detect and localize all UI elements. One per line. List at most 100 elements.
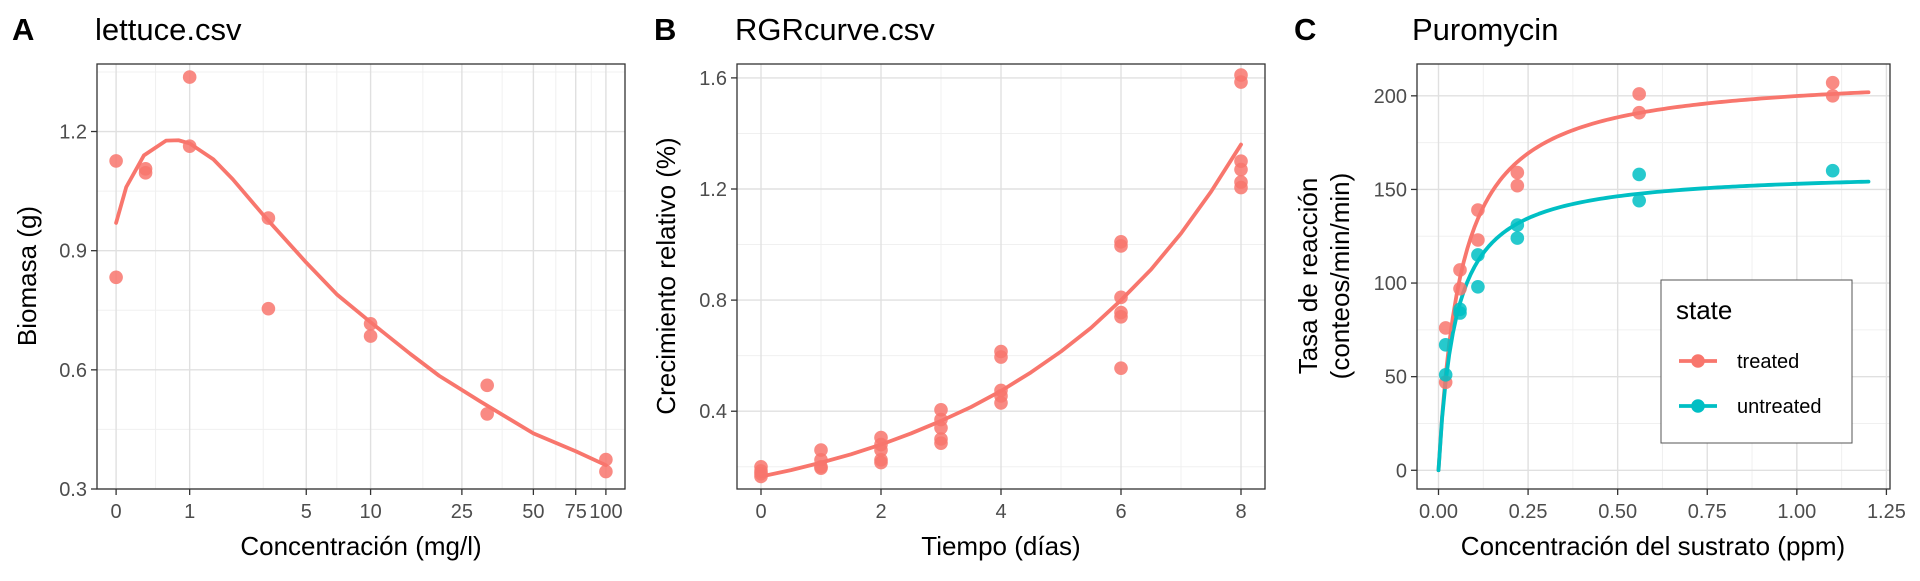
data-point [1825,163,1840,178]
data-point [1114,290,1128,305]
panel-a: A lettuce.csv 0 1 5 10 25 50 75 100 0.3 0.6 0.9 1.… [12,12,626,561]
data-point [1510,178,1525,193]
y-tick-label: 0 [1396,460,1407,482]
fit-curve [114,138,608,468]
data-point [1510,165,1525,180]
x-tick-label: 0 [111,501,122,523]
x-tick-label: 75 [565,501,587,523]
panel-b-grid [737,64,1265,489]
data-point [363,329,378,343]
panel-b-points [754,68,1248,484]
data-point [261,211,276,225]
panel-b-x-axis-title: Tiempo (días) [921,531,1080,561]
x-tick-label: 0.50 [1598,501,1637,523]
y-tick-label: 0.4 [699,401,727,423]
panel-c-border [1416,63,1891,490]
data-point [1471,233,1485,247]
data-point [1825,75,1840,90]
data-point [1438,338,1453,352]
panel-a-fit-curve [114,138,608,468]
panel-tag-c: C [1294,12,1316,47]
x-tick-label: 0.00 [1419,501,1458,523]
x-tick-label: 4 [995,501,1006,523]
panel-c-title: Puromycin [1412,12,1558,47]
data-point [1438,321,1453,335]
panel-c-fit-curves [1436,90,1871,473]
x-tick-label: 0.25 [1509,501,1548,523]
panel-c-x-ticks: 0.00 0.25 0.50 0.75 1.00 1.25 [1419,489,1906,523]
data-point [934,403,948,417]
data-point [1453,263,1467,277]
panel-a-x-axis-title: Concentración (mg/l) [240,531,481,561]
data-point [480,378,494,393]
data-point [1114,309,1128,324]
x-tick-label: 8 [1235,501,1246,523]
y-tick-label: 1.6 [699,68,727,90]
data-point [1438,367,1453,382]
x-tick-label: 50 [522,501,544,523]
panel-b-y-axis-title: Crecimiento relativo (%) [651,137,681,414]
panel-a-title: lettuce.csv [95,12,242,47]
panel-b-y-ticks: 0.4 0.8 1.2 1.6 [699,68,737,423]
x-tick-label: 1.00 [1777,501,1816,523]
x-tick-label: 10 [359,501,381,523]
y-tick-label: 0.3 [59,479,87,501]
panel-c-y-axis-title-line-1: Tasa de reacción [1293,178,1323,375]
x-tick-label: 0 [755,501,766,523]
panel-a-x-ticks: 0 1 5 10 25 50 75 100 [111,489,623,523]
x-tick-label: 1 [184,501,195,523]
panel-c-y-ticks: 0 50 100 150 200 [1374,86,1417,482]
legend-label-untreated: untreated [1737,396,1822,418]
data-point [874,443,888,457]
data-point [261,301,276,316]
data-point [182,70,197,84]
data-point [1632,105,1646,120]
panel-c-legend: state treated untreated [1660,279,1853,444]
x-tick-label: 1.25 [1867,501,1906,523]
panel-b-title: RGRcurve.csv [735,12,935,47]
fit-curve-treated [1436,90,1871,473]
panel-a-y-ticks: 0.3 0.6 0.9 1.2 [59,122,97,501]
panel-c-x-axis-title: Concentración del sustrato (ppm) [1461,531,1845,561]
data-point [1632,167,1646,182]
y-tick-label: 0.6 [59,360,87,382]
x-tick-label: 25 [451,501,473,523]
panel-a-border [96,63,626,490]
data-point [1510,231,1525,245]
panel-tag-a: A [12,12,34,47]
data-point [814,461,828,475]
data-point [754,469,768,484]
panel-a-grid [97,64,625,490]
legend-title: state [1676,295,1732,325]
data-point [1234,75,1248,89]
y-tick-label: 0.8 [699,290,727,312]
data-point [1114,239,1128,253]
plot-background [97,64,625,489]
data-point [1510,218,1525,232]
y-tick-label: 1.2 [699,179,727,201]
y-tick-label: 50 [1385,367,1407,389]
x-tick-label: 2 [875,501,886,523]
data-point [1825,89,1840,103]
panel-a-points [109,70,613,479]
fit-curve-untreated [1436,179,1871,473]
data-point [934,421,948,435]
data-point [599,464,613,479]
panel-a-y-axis-title: Biomasa (g) [12,206,42,346]
data-point [934,436,948,450]
y-tick-label: 100 [1374,273,1407,295]
legend-key-point [1691,354,1705,368]
data-point [599,452,613,467]
panel-tag-b: B [654,12,676,47]
data-point [1114,361,1128,375]
data-point [109,154,123,168]
legend-label-treated: treated [1737,351,1799,373]
data-point [874,455,888,470]
x-tick-label: 100 [589,501,622,523]
legend-key-point [1691,399,1705,413]
legend-items: treated untreated [1679,351,1822,418]
data-point [994,350,1008,364]
data-point [138,166,153,180]
